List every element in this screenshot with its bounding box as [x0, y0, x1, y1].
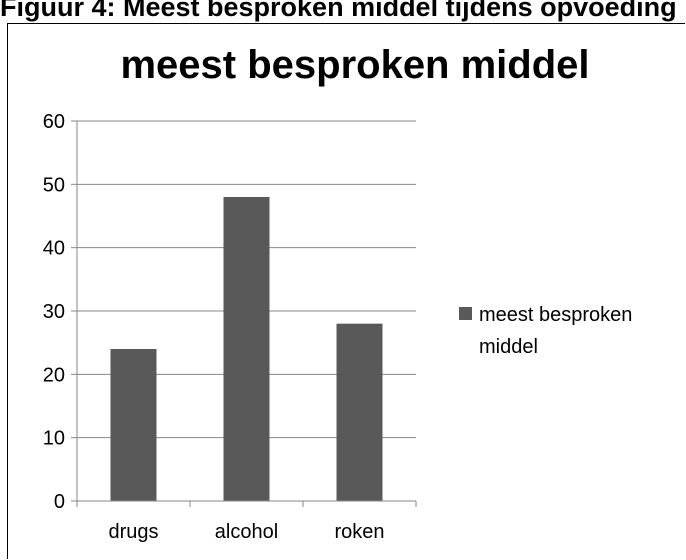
y-tick-label: 50 — [43, 174, 65, 196]
y-tick-label: 60 — [43, 111, 65, 133]
figure-caption: Figuur 4: Meest besproken middel tijdens… — [0, 0, 677, 22]
y-tick-label: 10 — [43, 428, 65, 450]
bar-roken — [336, 323, 383, 501]
y-tick-label: 40 — [43, 238, 65, 260]
legend-swatch — [459, 307, 472, 320]
y-tick-label: 20 — [43, 364, 65, 386]
y-tick-label: 30 — [43, 301, 65, 323]
bars — [110, 197, 383, 501]
bar-alcohol — [223, 197, 270, 501]
chart-frame — [7, 23, 685, 559]
legend-label: middel — [479, 336, 538, 358]
x-tick-label: drugs — [108, 521, 158, 543]
x-tick-label: roken — [334, 521, 384, 543]
chart-title: meest besproken middel — [120, 43, 589, 87]
legend-label: meest besproken — [479, 304, 632, 326]
y-tick-label: 0 — [54, 491, 65, 513]
bar-drugs — [110, 349, 157, 501]
legend: meest besproken middel — [459, 304, 632, 358]
x-tick-label: alcohol — [215, 521, 278, 543]
axes: 0 10 20 30 40 50 60 drugs alcohol roken — [43, 111, 417, 543]
